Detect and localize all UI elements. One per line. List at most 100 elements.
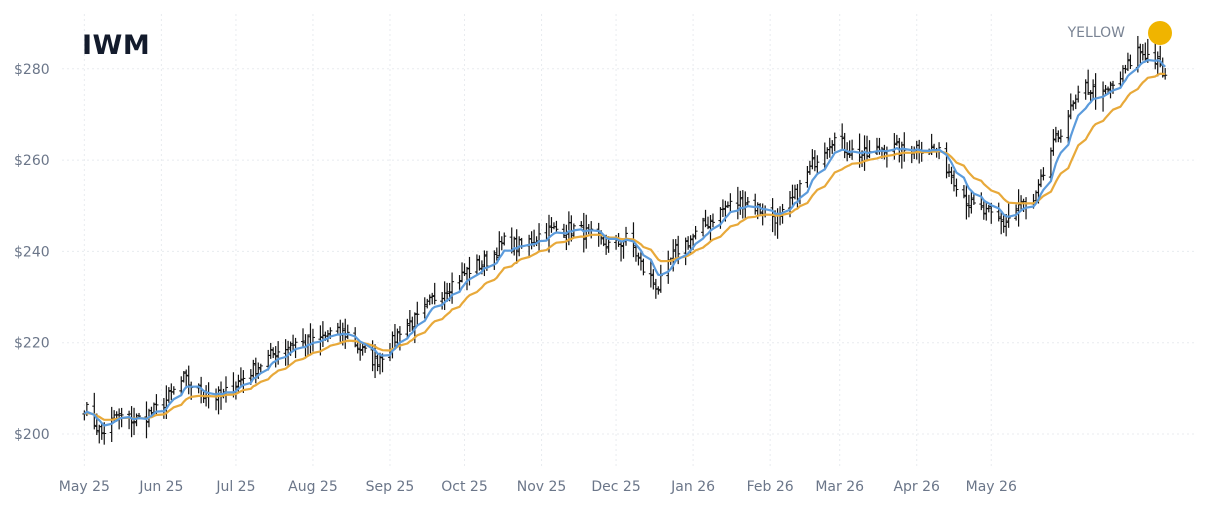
ohlc-bar bbox=[1016, 189, 1021, 227]
ohlc-bar bbox=[653, 278, 658, 299]
ohlc-bar bbox=[171, 386, 176, 395]
ohlc-bar bbox=[301, 328, 306, 347]
ohlc-bar bbox=[440, 292, 445, 310]
ohlc-bar bbox=[92, 392, 97, 430]
ohlc-bar bbox=[310, 328, 315, 352]
x-tick-label: Jan 26 bbox=[670, 479, 715, 495]
ohlc-bar bbox=[969, 191, 974, 214]
ohlc-bar bbox=[1091, 79, 1096, 101]
ohlc-bar bbox=[728, 193, 733, 212]
ohlc-bar bbox=[554, 220, 559, 233]
ohlc-bar bbox=[127, 410, 132, 430]
ohlc-bar bbox=[1076, 85, 1081, 103]
ohlc-bar bbox=[179, 376, 184, 395]
ohlc-bar bbox=[223, 376, 228, 403]
ohlc-bar bbox=[1056, 130, 1061, 143]
ohlc-bar bbox=[1006, 202, 1011, 228]
ohlc-bar bbox=[961, 185, 966, 199]
ohlc-bar bbox=[1138, 43, 1143, 64]
ohlc-bar bbox=[966, 194, 971, 218]
ohlc-bar bbox=[1086, 69, 1091, 95]
ohlc-bar bbox=[462, 263, 467, 277]
ohlc-bar bbox=[129, 406, 134, 438]
ohlc-bar bbox=[561, 223, 566, 238]
ohlc-bar bbox=[949, 166, 954, 185]
ohlc-bar bbox=[638, 250, 643, 271]
ohlc-bar bbox=[954, 178, 959, 197]
ohlc-bar bbox=[432, 282, 437, 305]
ohlc-bar bbox=[477, 255, 482, 271]
ohlc-bar bbox=[512, 236, 517, 256]
ohlc-bar bbox=[795, 184, 800, 208]
ohlc-bar bbox=[407, 309, 412, 332]
ohlc-bar bbox=[276, 341, 281, 365]
ohlc-bar bbox=[529, 231, 534, 250]
ohlc-bar bbox=[464, 266, 469, 291]
ohlc-bar bbox=[867, 140, 872, 159]
ohlc-bar bbox=[358, 343, 363, 361]
ohlc-bar bbox=[740, 190, 745, 219]
ohlc-bar bbox=[944, 142, 949, 179]
ohlc-bar bbox=[810, 149, 815, 170]
ohlc-bar bbox=[1048, 147, 1053, 182]
x-tick-label: Apr 26 bbox=[893, 479, 940, 495]
ohlc-bar bbox=[581, 212, 586, 253]
ohlc-bar bbox=[579, 221, 584, 228]
ohlc-bar bbox=[1038, 169, 1043, 188]
x-tick-label: Jun 25 bbox=[138, 479, 183, 495]
ohlc-bar bbox=[291, 334, 296, 351]
ohlc-bar bbox=[460, 262, 465, 283]
ohlc-bar bbox=[335, 322, 340, 334]
ohlc-bar bbox=[422, 297, 427, 319]
ohlc-bar bbox=[1071, 100, 1076, 111]
ohlc-bar bbox=[832, 132, 837, 152]
ohlc-bar bbox=[430, 292, 435, 305]
ohlc-bar bbox=[986, 204, 991, 213]
ohlc-bar bbox=[648, 260, 653, 288]
ohlc-bar bbox=[981, 200, 986, 220]
ohlc-bar bbox=[355, 341, 360, 354]
x-tick-label: Oct 25 bbox=[441, 479, 487, 495]
legend-label: YELLOW bbox=[1067, 25, 1125, 41]
ohlc-bar bbox=[375, 352, 380, 372]
ohlc-bar bbox=[1140, 43, 1145, 61]
ohlc-bar bbox=[658, 264, 663, 293]
ohlc-bar bbox=[586, 224, 591, 235]
x-tick-label: May 26 bbox=[966, 479, 1017, 495]
ohlc-bar bbox=[1088, 90, 1093, 102]
ohlc-bar bbox=[410, 316, 415, 331]
ohlc-bar bbox=[467, 256, 472, 286]
ohlc-bar bbox=[474, 254, 479, 276]
ohlc-bar bbox=[271, 347, 276, 359]
x-tick-label: Sep 25 bbox=[366, 479, 415, 495]
ohlc-bar bbox=[514, 229, 519, 264]
ohlc-bar bbox=[996, 202, 1001, 222]
ohlc-bar bbox=[166, 387, 171, 403]
ohlc-bar bbox=[1068, 93, 1073, 120]
ohlc-bar bbox=[132, 407, 137, 436]
ohlc-bar bbox=[99, 422, 104, 440]
ohlc-bar bbox=[743, 191, 748, 220]
x-tick-label: Feb 26 bbox=[747, 479, 794, 495]
ohlc-bar bbox=[564, 224, 569, 251]
ohlc-bar bbox=[1073, 94, 1078, 110]
ohlc-bar bbox=[964, 185, 969, 220]
y-axis-labels: $200 $220 $240 $260 $280 bbox=[14, 62, 50, 443]
x-tick-label: Mar 26 bbox=[815, 479, 864, 495]
ohlc-bar bbox=[693, 225, 698, 240]
ohlc-bar bbox=[338, 319, 343, 342]
ohlc-bar bbox=[1058, 129, 1063, 143]
ohlc-bar bbox=[1155, 51, 1160, 77]
ohlc-bar bbox=[1014, 204, 1019, 221]
ohlc-bar bbox=[502, 232, 507, 246]
ohlc-bar bbox=[703, 209, 708, 228]
ohlc-bar bbox=[738, 190, 743, 215]
ohlc-bar bbox=[708, 214, 713, 241]
ohlc-bar bbox=[902, 132, 907, 162]
ohlc-bar bbox=[308, 323, 313, 354]
ohlc-bar bbox=[253, 357, 258, 384]
ohlc-bar bbox=[805, 166, 810, 188]
ohlc-bar bbox=[847, 140, 852, 158]
y-tick-label: $200 bbox=[14, 427, 50, 443]
